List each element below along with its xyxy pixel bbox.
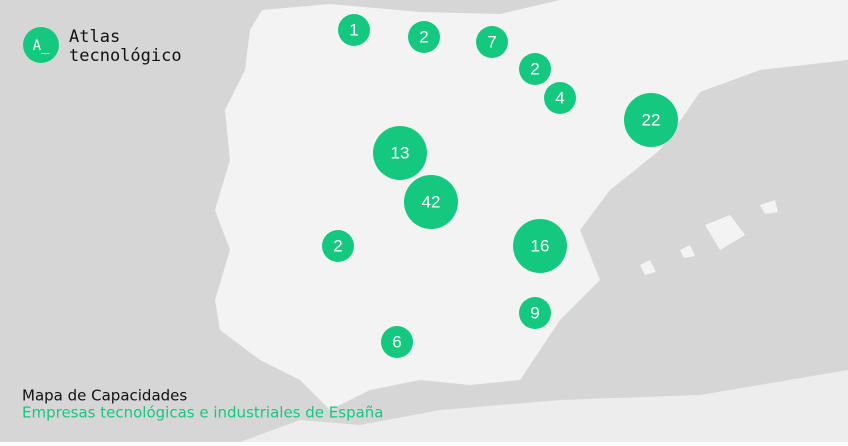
cluster-count: 22	[642, 110, 661, 129]
logo-mark: A_	[33, 38, 50, 54]
logo-line1: Atlas	[69, 27, 120, 47]
cluster-bubble	[624, 93, 678, 147]
caption-title: Mapa de Capacidades	[22, 387, 187, 405]
cluster-bubble	[322, 230, 354, 262]
cluster-count: 2	[530, 59, 539, 78]
logo-badge	[23, 27, 59, 63]
cluster-bubble	[519, 53, 551, 85]
cluster-count: 7	[487, 32, 496, 51]
cluster-bubble	[519, 297, 551, 329]
cluster-bubble	[476, 26, 508, 58]
cluster-count: 1	[349, 20, 358, 39]
cluster-bubble	[404, 175, 458, 229]
cluster-bubble	[408, 21, 440, 53]
land	[215, 0, 848, 410]
cluster-bubble	[513, 219, 567, 273]
logo-line2: tecnológico	[69, 46, 182, 66]
cluster-count: 2	[333, 236, 342, 255]
cluster-count: 13	[391, 143, 410, 162]
cluster-bubble	[373, 126, 427, 180]
cluster-count: 42	[422, 192, 441, 211]
cluster-count: 2	[419, 27, 428, 46]
cluster-bubble	[338, 14, 370, 46]
africa	[240, 370, 848, 442]
cluster-count: 9	[530, 303, 539, 322]
cluster-bubble	[381, 326, 413, 358]
cluster-count: 4	[555, 88, 564, 107]
cluster-count: 6	[392, 332, 401, 351]
islands	[640, 200, 778, 275]
cluster-count: 16	[531, 236, 550, 255]
caption-subtitle: Empresas tecnológicas e industriales de …	[22, 404, 384, 422]
cluster-bubble	[544, 82, 576, 114]
